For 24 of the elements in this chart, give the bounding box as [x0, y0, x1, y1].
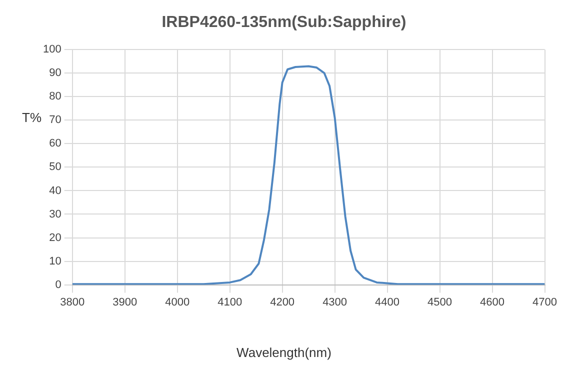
- x-tick-label: 4100: [218, 296, 242, 308]
- y-tick-label: 10: [49, 255, 62, 268]
- x-axis-title: Wavelength(nm): [236, 345, 332, 360]
- x-tick-label: 3900: [112, 296, 138, 308]
- y-tick-label: 100: [42, 44, 62, 56]
- y-tick-label: 40: [49, 184, 62, 197]
- x-tick-label: 4300: [322, 296, 348, 308]
- x-tick-label: 4700: [532, 296, 558, 308]
- y-tick-label: 70: [49, 114, 62, 126]
- y-tick-label: 20: [49, 232, 62, 244]
- y-axis-title: T%: [22, 110, 42, 125]
- y-tick-label: 90: [49, 67, 62, 80]
- x-tick-label: 4000: [165, 296, 190, 308]
- y-tick-label: 30: [49, 208, 62, 220]
- y-tick-label: 80: [49, 90, 62, 103]
- y-tick-label: 50: [49, 161, 62, 174]
- x-tick-label: 4500: [428, 296, 452, 308]
- y-tick-label: 0: [55, 278, 62, 291]
- y-tick-label: 60: [49, 138, 62, 150]
- x-tick-label: 4600: [480, 296, 505, 308]
- chart-title: IRBP4260-135nm(Sub:Sapphire): [160, 14, 408, 32]
- x-tick-label: 4400: [375, 296, 400, 308]
- x-tick-label: 3800: [60, 296, 85, 308]
- x-tick-label: 4200: [270, 296, 295, 308]
